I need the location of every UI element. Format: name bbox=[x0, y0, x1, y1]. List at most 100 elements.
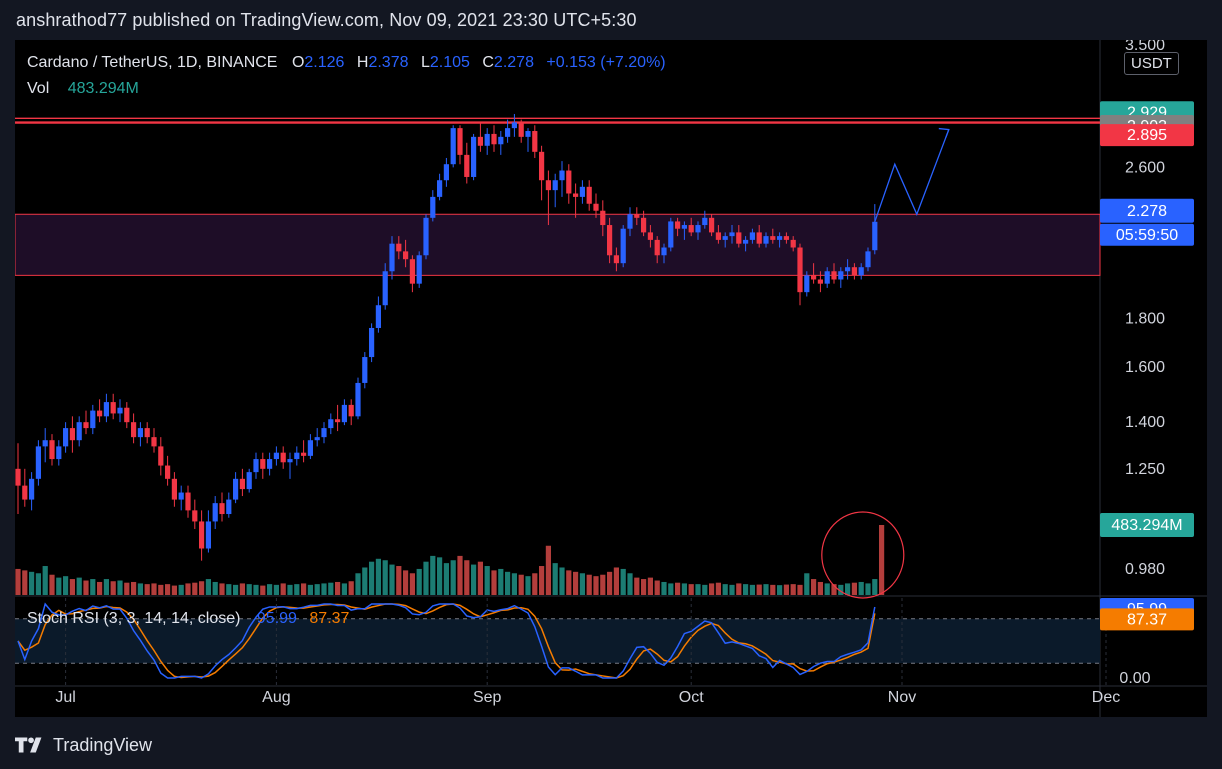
candle-body bbox=[858, 267, 864, 276]
volume-bar bbox=[69, 579, 75, 595]
volume-bar bbox=[688, 584, 694, 595]
projection-arrow bbox=[874, 129, 950, 222]
volume-bar bbox=[171, 585, 177, 595]
candle-body bbox=[675, 221, 681, 229]
volume-bar bbox=[858, 581, 864, 595]
volume-bar bbox=[165, 584, 171, 595]
candle-body bbox=[865, 251, 871, 268]
stoch-rsi-label[interactable]: Stoch RSI (3, 3, 14, 14, close) bbox=[27, 610, 241, 627]
volume-bar bbox=[797, 584, 803, 595]
candle-body bbox=[165, 465, 171, 479]
volume-bar bbox=[443, 563, 449, 595]
price-badge bbox=[1100, 608, 1194, 631]
volume-bar bbox=[491, 570, 497, 595]
candle-body bbox=[185, 492, 191, 511]
volume-bar bbox=[430, 555, 436, 595]
price-tick-label: 3.500 bbox=[1125, 40, 1165, 54]
volume-highlight-circle bbox=[821, 511, 905, 599]
candle-body bbox=[239, 478, 245, 490]
volume-bar bbox=[879, 525, 885, 595]
price-badge-label: 87.37 bbox=[1127, 611, 1167, 628]
volume-bar bbox=[763, 584, 769, 595]
volume-bar bbox=[627, 573, 633, 595]
candle-body bbox=[15, 468, 21, 486]
volume-bar bbox=[736, 583, 742, 595]
volume-bar bbox=[702, 584, 708, 595]
candle-body bbox=[212, 503, 218, 522]
volume-bar bbox=[362, 567, 368, 595]
candle-body bbox=[294, 452, 300, 460]
candle-body bbox=[620, 228, 626, 264]
volume-label[interactable]: Vol bbox=[27, 80, 50, 97]
volume-bar bbox=[219, 583, 225, 595]
low-label: L bbox=[420, 54, 430, 71]
candle-body bbox=[518, 122, 524, 137]
candle-body bbox=[464, 154, 470, 177]
volume-bar bbox=[695, 584, 701, 595]
volume-bar bbox=[273, 584, 279, 595]
volume-bar bbox=[192, 582, 198, 595]
volume-bar bbox=[389, 564, 395, 595]
volume-bar bbox=[409, 573, 415, 595]
volume-bar bbox=[518, 574, 524, 595]
chart-frame[interactable]: 3.500 2.600 1.800 1.600 1.400 1.250 0.980 0.00 2… bbox=[15, 40, 1207, 717]
volume-bar bbox=[661, 581, 667, 595]
volume-bar bbox=[743, 584, 749, 595]
volume-bar bbox=[199, 581, 205, 595]
candle-body bbox=[253, 459, 259, 473]
volume-bar bbox=[545, 545, 551, 595]
volume-bar bbox=[654, 580, 660, 595]
volume-bar bbox=[498, 568, 504, 595]
candle-body bbox=[457, 128, 463, 155]
volume-bar bbox=[90, 579, 96, 595]
volume-bar bbox=[103, 579, 109, 595]
candle-body bbox=[811, 275, 817, 280]
volume-bar bbox=[335, 581, 341, 595]
candle-body bbox=[382, 271, 388, 306]
volume-bar bbox=[865, 583, 871, 595]
chart-canvas[interactable]: 3.500 2.600 1.800 1.600 1.400 1.250 0.980 0.00 2… bbox=[15, 40, 1207, 717]
candle-body bbox=[307, 440, 313, 456]
price-badge-label: 2.278 bbox=[1127, 203, 1167, 220]
currency-unit-button[interactable]: USDT bbox=[1124, 52, 1179, 75]
volume-bar bbox=[423, 561, 429, 595]
volume-bar bbox=[307, 584, 313, 595]
volume-bar bbox=[253, 584, 259, 595]
volume-bar bbox=[416, 568, 422, 595]
candle-body bbox=[226, 499, 232, 515]
candle-body bbox=[69, 428, 75, 441]
candle-body bbox=[668, 221, 674, 248]
candle-body bbox=[661, 247, 667, 256]
volume-bar bbox=[579, 573, 585, 595]
candle-body bbox=[403, 251, 409, 260]
volume-bar bbox=[559, 567, 565, 595]
candle-body bbox=[233, 478, 239, 500]
candle-body bbox=[83, 422, 89, 429]
volume-bar bbox=[185, 583, 191, 595]
volume-bar bbox=[56, 577, 62, 595]
volume-bar bbox=[756, 584, 762, 595]
candle-body bbox=[498, 136, 504, 145]
price-tick-label: 1.800 bbox=[1125, 311, 1165, 328]
volume-bar bbox=[110, 581, 116, 595]
symbol-name[interactable]: Cardano / TetherUS, 1D, BINANCE bbox=[27, 54, 278, 71]
candle-body bbox=[539, 151, 545, 181]
candle-body bbox=[729, 232, 735, 237]
price-tick-label: 2.600 bbox=[1125, 159, 1165, 176]
candle-body bbox=[817, 279, 823, 284]
volume-bar bbox=[851, 582, 857, 595]
candle-body bbox=[695, 225, 701, 233]
price-badge-label: 483.294M bbox=[1111, 517, 1182, 534]
volume-bar bbox=[151, 583, 157, 595]
volume-bar bbox=[573, 571, 579, 595]
volume-bar bbox=[15, 568, 21, 595]
volume-bar bbox=[777, 585, 783, 595]
price-tick-label: 0.980 bbox=[1125, 561, 1165, 578]
time-axis-label: Sep bbox=[473, 689, 502, 706]
volume-bar bbox=[83, 580, 89, 595]
volume-bar bbox=[647, 577, 653, 595]
candle-body bbox=[137, 428, 143, 438]
candle-body bbox=[613, 255, 619, 264]
volume-bar bbox=[634, 577, 640, 595]
candle-body bbox=[749, 232, 755, 240]
